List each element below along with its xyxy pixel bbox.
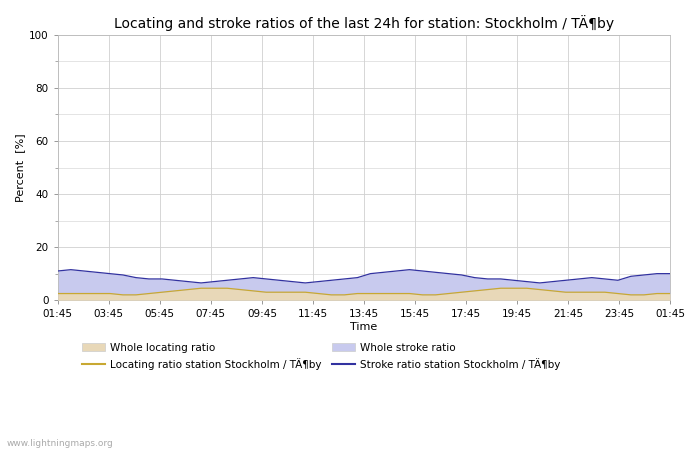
X-axis label: Time: Time: [350, 322, 377, 332]
Title: Locating and stroke ratios of the last 24h for station: Stockholm / TÄ¶by: Locating and stroke ratios of the last 2…: [114, 15, 614, 31]
Y-axis label: Percent  [%]: Percent [%]: [15, 133, 25, 202]
Legend: Whole locating ratio, Locating ratio station Stockholm / TÄ¶by, Whole stroke rat: Whole locating ratio, Locating ratio sta…: [82, 342, 560, 369]
Text: www.lightningmaps.org: www.lightningmaps.org: [7, 439, 113, 448]
